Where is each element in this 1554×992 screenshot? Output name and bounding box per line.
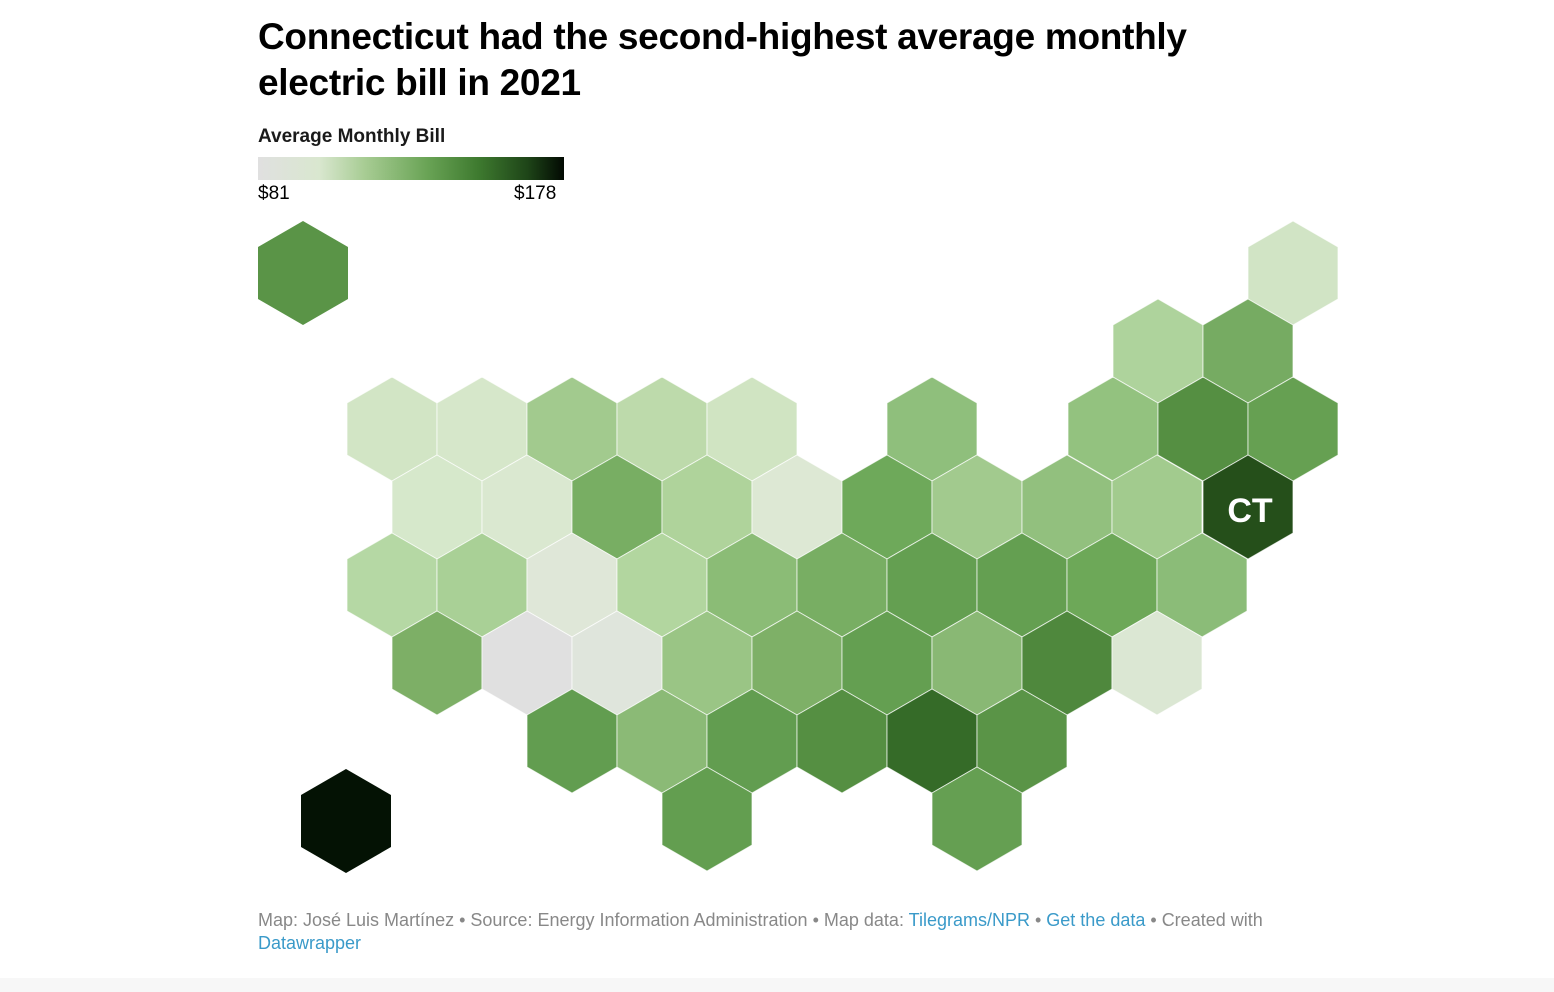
map-credit: Map: José Luis Martínez <box>258 910 455 930</box>
tilegrams-link[interactable]: Tilegrams/NPR <box>908 910 1030 930</box>
separator: • <box>1145 910 1162 930</box>
state-hex[interactable] <box>301 769 391 873</box>
state-hex[interactable] <box>931 766 1023 872</box>
state-hex[interactable] <box>1111 610 1203 716</box>
separator: • <box>807 910 824 930</box>
created-with-label: Created with <box>1161 910 1263 930</box>
map-data-label: Map data: <box>823 910 909 930</box>
hex-map: CT <box>258 220 1339 873</box>
legend-min-label: $81 <box>258 183 290 204</box>
page-bottom-strip <box>0 978 1554 992</box>
separator: • <box>1029 910 1047 930</box>
source-text: Source: Energy Information Administratio… <box>470 910 808 930</box>
legend-color-scale <box>258 157 564 180</box>
state-hex-ct[interactable] <box>1202 454 1294 560</box>
ct-label: CT <box>1227 492 1273 530</box>
datawrapper-link[interactable]: Datawrapper <box>258 933 362 953</box>
legend-max-label: $178 <box>514 183 557 204</box>
legend-title: Average Monthly Bill <box>258 126 446 147</box>
get-the-data-link[interactable]: Get the data <box>1046 910 1146 930</box>
footer: Map: José Luis Martínez • Source: Energy… <box>258 909 1338 955</box>
separator: • <box>454 910 471 930</box>
chart-title: Connecticut had the second-highest avera… <box>258 16 1187 103</box>
state-hex[interactable] <box>661 766 753 872</box>
state-hex[interactable] <box>258 221 348 325</box>
